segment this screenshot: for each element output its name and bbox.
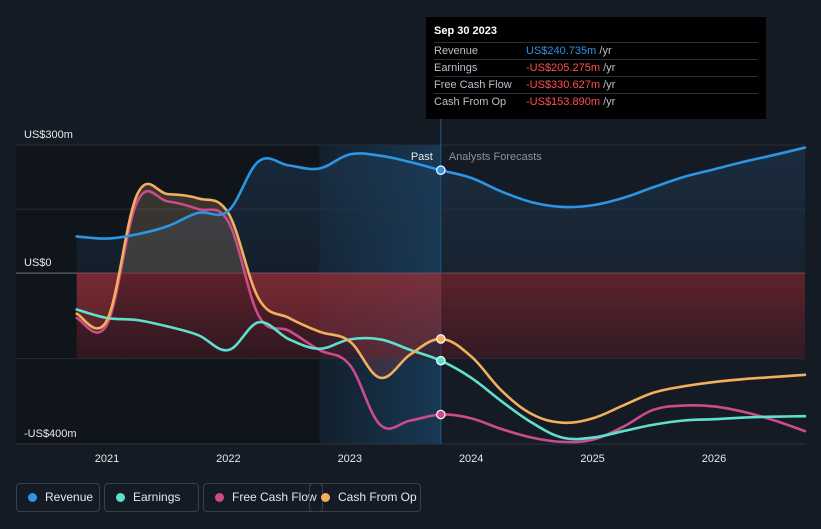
tooltip: Sep 30 2023 Revenue US$240.735m /yr Earn… — [426, 17, 766, 119]
tooltip-row-revenue: Revenue US$240.735m /yr — [434, 42, 758, 60]
past-label: Past — [411, 151, 433, 163]
cash-from-op-dot-icon — [321, 493, 330, 502]
x-tick-label: 2024 — [459, 453, 483, 465]
legend-label: Cash From Op — [338, 490, 417, 504]
tooltip-label: Earnings — [434, 62, 478, 74]
cash-from-op-line — [75, 182, 807, 425]
tooltip-row-earnings: Earnings -US$205.275m /yr — [434, 59, 758, 77]
tooltip-date: Sep 30 2023 — [434, 25, 497, 37]
y-tick-label: US$0 — [24, 257, 52, 269]
tooltip-value-wrap: US$240.735m /yr — [526, 45, 612, 57]
x-tick-label: 2025 — [580, 453, 604, 465]
tooltip-unit: /yr — [603, 79, 616, 91]
cash-from-op-past-area-neg — [76, 272, 441, 378]
negative-area — [76, 273, 805, 359]
tooltip-value: -US$205.275m — [526, 62, 600, 74]
tooltip-value: US$240.735m — [526, 45, 597, 57]
legend-item-earnings[interactable]: Earnings — [104, 483, 199, 512]
revenue-marker — [436, 165, 446, 176]
cash-from-op-marker — [436, 334, 446, 344]
tooltip-value-wrap: -US$205.275m /yr — [526, 62, 615, 74]
forecast-label: Analysts Forecasts — [449, 151, 542, 163]
tooltip-unit: /yr — [603, 96, 616, 108]
x-tick-label: 2023 — [338, 453, 362, 465]
tooltip-label: Free Cash Flow — [434, 79, 512, 91]
tooltip-label: Cash From Op — [434, 96, 507, 108]
tooltip-value-wrap: -US$153.890m /yr — [526, 96, 615, 108]
tooltip-value: -US$153.890m — [526, 96, 600, 108]
revenue-dot-icon — [28, 493, 37, 502]
revenue-area — [76, 147, 805, 274]
legend-item-free-cash-flow[interactable]: Free Cash Flow — [203, 483, 323, 512]
free-cash-flow-marker — [436, 409, 446, 420]
free-cash-flow-line — [75, 190, 807, 444]
tooltip-row-cash-from-op: Cash From Op -US$153.890m /yr — [434, 93, 758, 111]
earnings-marker — [436, 355, 446, 366]
legend-item-revenue[interactable]: Revenue — [16, 483, 100, 512]
tooltip-value-wrap: -US$330.627m /yr — [526, 79, 615, 91]
y-tick-label: US$300m — [24, 129, 73, 141]
legend-label: Earnings — [133, 490, 181, 504]
tooltip-unit: /yr — [599, 45, 612, 57]
x-tick-label: 2021 — [95, 453, 119, 465]
earnings-dot-icon — [116, 493, 125, 502]
tooltip-value: -US$330.627m — [526, 79, 600, 91]
tooltip-row-free-cash-flow: Free Cash Flow -US$330.627m /yr — [434, 76, 758, 94]
free-cash-flow-dot-icon — [215, 493, 224, 502]
x-tick-label: 2022 — [216, 453, 240, 465]
legend-label: Free Cash Flow — [232, 490, 317, 504]
x-tick-label: 2026 — [702, 453, 726, 465]
tooltip-unit: /yr — [603, 62, 616, 74]
legend-label: Revenue — [45, 490, 94, 504]
cash-from-op-past-area-pos — [119, 183, 249, 272]
tooltip-label: Revenue — [434, 45, 479, 57]
legend-item-cash-from-op[interactable]: Cash From Op — [309, 483, 421, 512]
y-tick-label: -US$400m — [24, 428, 77, 440]
